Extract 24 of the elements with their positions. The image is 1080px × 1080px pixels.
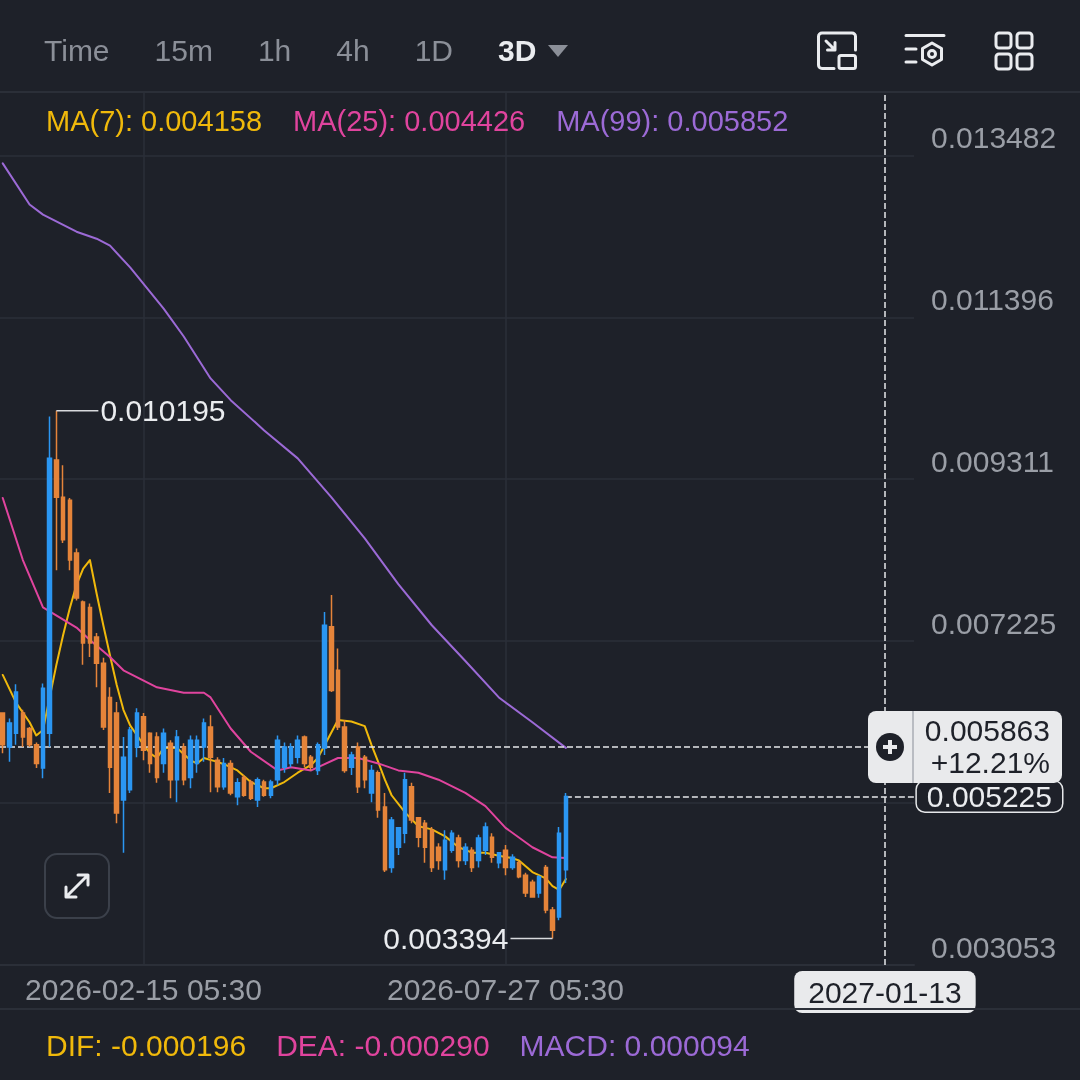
x-tick-label: 2026-07-27 05:30: [387, 972, 624, 1006]
text: MACD: 0.000094: [519, 1028, 750, 1064]
y-tick-label: 0.013482: [931, 120, 1057, 154]
y-tick-label: 0.003053: [931, 930, 1057, 964]
text: Time: [44, 33, 110, 69]
text: 15m: [154, 33, 213, 69]
ref-line-label: 0.005225: [926, 779, 1052, 813]
y-tick-label: 0.007225: [931, 606, 1057, 640]
annotation: 0.010195: [100, 394, 226, 428]
ref-line-label: 0.005863 +12.21%: [924, 714, 1050, 780]
text: DEA: -0.000290: [276, 1028, 490, 1064]
text: MA(7): 0.004158: [46, 104, 263, 139]
text: 3D: [498, 33, 537, 69]
text: 1h: [257, 33, 292, 69]
text: MA(99): 0.005852: [556, 104, 789, 139]
x-tick-label: 2026-02-15 05:30: [25, 972, 262, 1006]
y-tick-label: 0.011396: [931, 282, 1054, 316]
text: DIF: -0.000196: [46, 1028, 247, 1064]
text: 1D: [414, 33, 454, 69]
y-tick-label: 0.009311: [931, 444, 1054, 478]
annotation: 0.003394: [383, 922, 509, 956]
text: MA(25): 0.004426: [293, 104, 526, 139]
ref-line-label: 2027-01-13: [808, 975, 962, 1009]
text: 4h: [336, 33, 370, 69]
